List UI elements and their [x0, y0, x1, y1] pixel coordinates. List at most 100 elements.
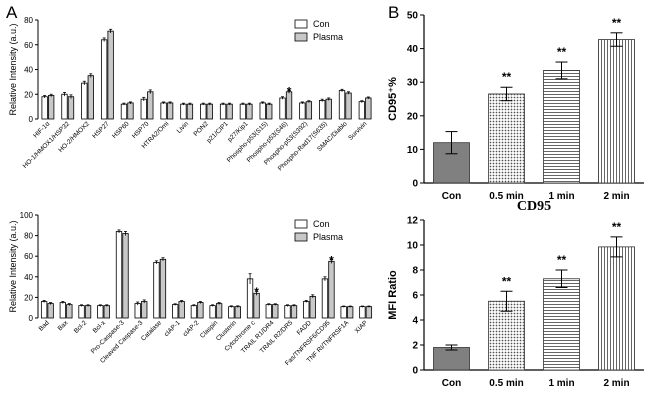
bar-plasma — [159, 258, 167, 319]
bar-con — [172, 304, 179, 319]
bar-plasma — [325, 98, 332, 120]
bar-con — [78, 305, 85, 319]
bar-plasma — [206, 103, 213, 120]
y-tick-label: 40 — [24, 273, 33, 282]
legend-swatch — [294, 32, 308, 42]
category-label: 2 min — [603, 378, 629, 389]
bar-plasma — [127, 102, 134, 120]
y-tick-label: 10 — [407, 145, 419, 156]
bar-con — [153, 261, 160, 319]
bar-plasma — [107, 30, 114, 120]
bar-plasma — [47, 303, 54, 319]
bar — [543, 278, 580, 371]
bar-con — [338, 90, 346, 120]
significance-mark: ** — [612, 16, 622, 30]
bar-plasma — [103, 305, 110, 319]
bar-con — [259, 102, 266, 120]
bar-plasma — [147, 91, 154, 120]
chart-b-bottom: 0 2 4 6 8 10 12 MFI Ratio CD95 Con 0.5 min ** 1 min *… — [387, 199, 644, 389]
bar-con — [41, 96, 48, 120]
category-label: Survivin — [347, 120, 369, 142]
bar-plasma — [186, 103, 194, 120]
legend-label: Con — [313, 219, 330, 229]
category-label: HSP60 — [111, 120, 131, 140]
legend-swatch — [294, 232, 308, 242]
category-label: Bax — [57, 319, 70, 332]
y-tick-label: 0 — [412, 179, 418, 190]
bar — [598, 246, 635, 371]
bar — [543, 70, 580, 184]
bar-con — [209, 305, 216, 319]
bar-con — [321, 278, 329, 319]
y-tick-label: 0 — [29, 115, 34, 124]
bar-plasma — [48, 95, 55, 120]
bar-plasma — [178, 301, 185, 319]
significance-mark: * — [329, 253, 334, 267]
category-label: cIAP-1 — [163, 319, 182, 338]
bar-con — [190, 305, 198, 319]
category-label: Bad — [38, 319, 51, 332]
y-tick-label: 100 — [20, 211, 34, 220]
bar-con — [303, 301, 310, 319]
bar-con — [134, 303, 141, 319]
chart-b-top: 0 10 20 30 40 50 CD95⁺% Con 0.5 min ** 1 min ** 2 mi… — [387, 11, 644, 202]
bar-con — [239, 103, 247, 120]
bar-plasma — [234, 306, 241, 319]
panel-letter-b: B — [388, 3, 399, 22]
bar-con — [219, 103, 227, 120]
y-axis-label: Relative Intensity (a.u.) — [8, 23, 18, 115]
bar-con — [246, 278, 254, 319]
y-tick-label: 20 — [407, 111, 419, 122]
bar-con — [59, 302, 66, 319]
y-tick-label: 60 — [24, 252, 33, 261]
bar-con — [284, 305, 291, 319]
category-label: 0.5 min — [489, 378, 523, 389]
y-tick-label: 20 — [24, 90, 33, 99]
y-tick-label: 80 — [24, 232, 33, 241]
bar-plasma — [166, 102, 174, 120]
bar-plasma — [197, 302, 204, 319]
bar-plasma — [305, 101, 313, 120]
bar-plasma — [66, 304, 73, 319]
bar — [488, 300, 525, 371]
bar-plasma — [365, 306, 373, 319]
bar-plasma — [67, 96, 75, 120]
y-tick-label: 12 — [407, 216, 419, 227]
category-label: XIAP — [354, 319, 369, 334]
bar-con — [115, 231, 123, 319]
legend-label: Plasma — [313, 32, 343, 42]
bar-plasma — [347, 306, 354, 319]
bar-con — [299, 102, 306, 120]
bar-plasma — [215, 303, 223, 319]
bar-plasma — [84, 305, 92, 319]
category-label: Catalase — [140, 319, 163, 342]
category-label: Livin — [176, 120, 191, 135]
bar-con — [358, 101, 365, 120]
category-label: Bcl-x — [92, 319, 108, 335]
bar-con — [340, 306, 347, 319]
bar-plasma — [309, 295, 316, 319]
y-tick-label: 40 — [24, 66, 33, 75]
bar-con — [319, 100, 326, 120]
category-label: p21/CIP1 — [206, 120, 230, 144]
bar-con — [180, 103, 187, 120]
legend-swatch — [294, 19, 308, 29]
y-tick-label: 30 — [407, 78, 419, 89]
y-tick-label: 10 — [407, 241, 419, 252]
y-tick-label: 50 — [407, 11, 419, 22]
bar — [433, 347, 470, 371]
category-label: Bcl-2 — [73, 319, 89, 335]
category-label: FADD — [296, 319, 313, 336]
y-tick-label: 0 — [412, 366, 418, 377]
bar-plasma — [290, 305, 298, 319]
category-label: Con — [442, 191, 461, 202]
bar-con — [100, 39, 108, 120]
legend-swatch — [294, 219, 308, 229]
bar-plasma — [272, 304, 279, 319]
bar-plasma — [365, 97, 372, 120]
bar-plasma — [345, 92, 352, 120]
bar-con — [160, 102, 167, 120]
category-label: HSP27 — [91, 120, 111, 140]
y-tick-label: 0 — [29, 314, 34, 323]
